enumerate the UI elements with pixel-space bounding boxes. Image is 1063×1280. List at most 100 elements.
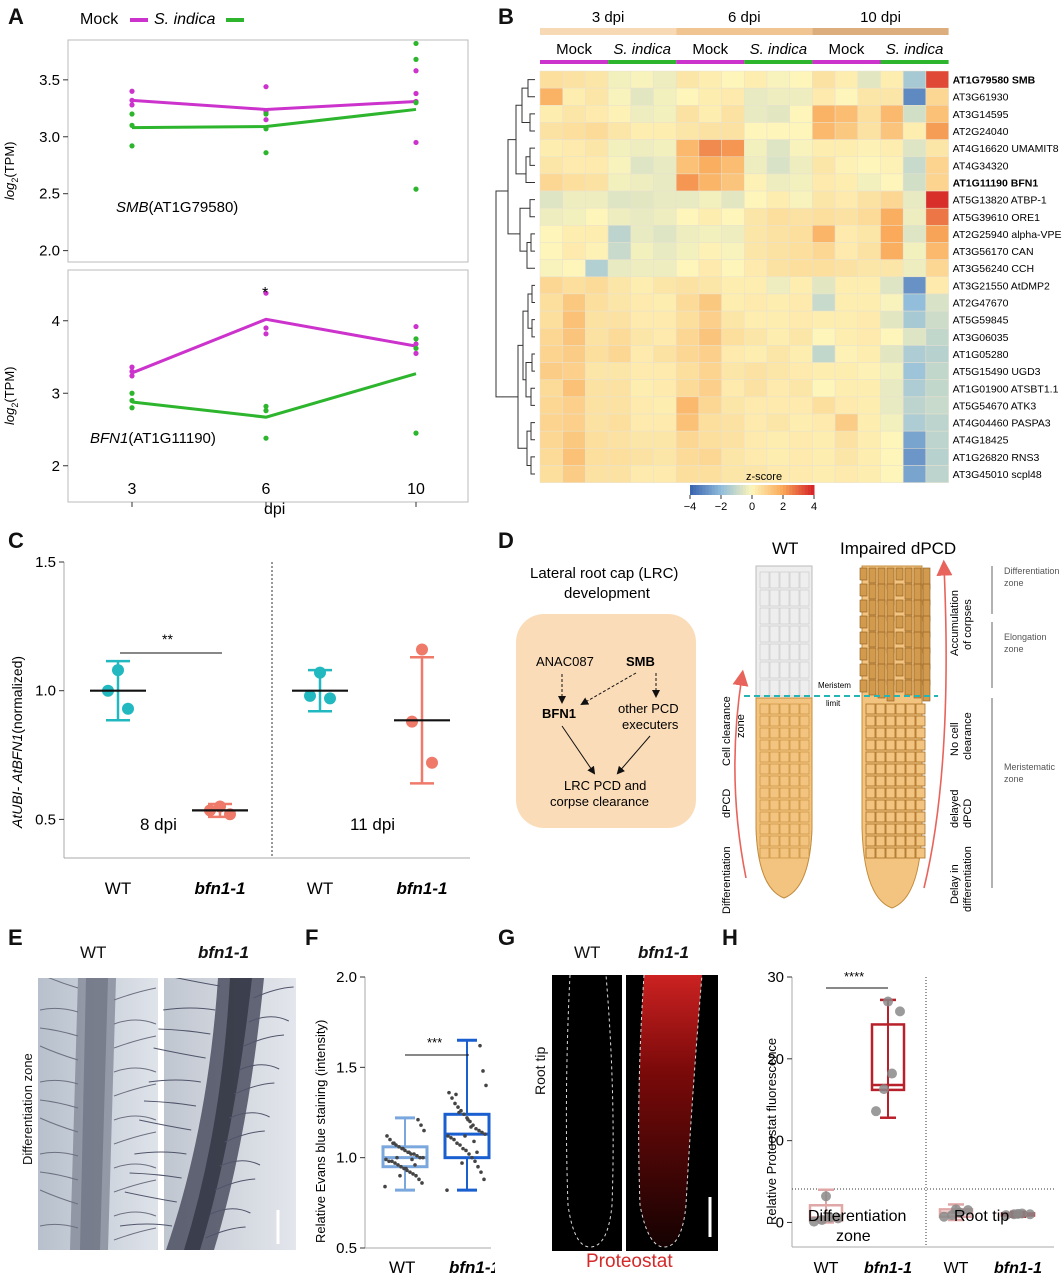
b-heatmap-cell	[925, 362, 949, 380]
d-wt-cell	[789, 739, 800, 751]
b-heatmap-cell	[925, 87, 949, 106]
a-point	[263, 408, 269, 414]
d-right-label-delayed1: delayed	[949, 789, 961, 828]
b-heatmap-cell	[562, 328, 586, 346]
b-heatmap-cell	[834, 328, 859, 346]
b-heatmap-cell	[562, 345, 586, 363]
a-series-line-sindica	[131, 372, 417, 419]
b-heatmap-cell	[585, 70, 609, 89]
b-heatmap-cell	[630, 207, 654, 226]
b-gene-label: AT1G11190 BFN1	[953, 177, 1039, 189]
b-heatmap-cell	[857, 430, 881, 449]
b-group-bar	[676, 60, 745, 64]
e-mut-root-hair	[234, 1082, 275, 1095]
e-mut-label: bfn1-1	[198, 943, 249, 962]
e-mut-root-hair	[153, 1047, 206, 1059]
b-heatmap-cell	[539, 379, 563, 398]
b-heatmap-cell	[675, 225, 700, 243]
b-heatmap-cell	[880, 173, 904, 192]
e-mut-root-hair	[224, 1130, 265, 1143]
b-heatmap-cell	[607, 105, 632, 123]
e-wt-root-hair	[113, 1083, 157, 1097]
a-point	[129, 397, 135, 404]
b-heatmap-cell	[902, 87, 927, 106]
b-heatmap-cell	[880, 259, 904, 278]
b-heatmap-cell	[925, 430, 949, 449]
b-heatmap-cell	[834, 242, 859, 260]
b-heatmap-cell	[857, 225, 881, 243]
b-heatmap-cell	[925, 190, 949, 209]
e-wt-root-hair	[113, 1179, 157, 1193]
b-heatmap-cell	[653, 87, 677, 106]
b-gene-label: AT4G18425	[953, 435, 1009, 447]
panel-e: WT bfn1-1 Differentiation zone	[0, 925, 300, 1280]
f-point	[384, 1157, 388, 1162]
b-group-label: S. indica	[750, 41, 808, 58]
d-wt-corpse-cell	[769, 661, 780, 679]
d-wt-cell	[769, 751, 780, 763]
b-heatmap-cell	[607, 259, 632, 278]
d-imp-cell	[865, 835, 876, 847]
b-heatmap-cell	[812, 362, 836, 380]
d-wt-corpse-cell	[789, 607, 800, 625]
b-heatmap-cell	[834, 448, 859, 466]
b-heatmap-cell	[562, 310, 586, 329]
d-wt-cell	[759, 835, 770, 847]
b-heatmap-cell	[721, 259, 745, 278]
d-imp-cell	[915, 799, 926, 811]
f-point	[408, 1170, 412, 1174]
b-heatmap-cell	[744, 105, 768, 123]
b-heatmap-cell	[721, 362, 745, 380]
b-heatmap-cell	[539, 310, 563, 329]
h-xlabel: WT	[814, 1260, 839, 1277]
b-heatmap-cell	[789, 276, 813, 295]
b-colorbar-tick-label: −4	[684, 501, 697, 513]
b-heatmap-cell	[766, 242, 790, 260]
b-heatmap-cell	[539, 70, 563, 89]
b-heatmap-cell	[766, 293, 790, 312]
b-heatmap-cell	[721, 122, 745, 140]
d-left-label-zone: zone	[735, 714, 747, 738]
d-imp-cell	[865, 703, 876, 715]
d-wt-cell	[769, 811, 780, 823]
f-point	[420, 1181, 424, 1185]
a-xtick-label: 3	[128, 481, 137, 498]
b-gene-label: AT3G06035	[953, 332, 1009, 344]
d-imp-corpse	[868, 567, 877, 584]
d-wt-cell	[789, 835, 800, 847]
d-title-line1: Lateral root cap (LRC)	[530, 565, 678, 582]
d-imp-cell	[885, 715, 896, 727]
a-point	[263, 111, 269, 117]
d-wt-cell	[779, 847, 790, 859]
b-colorbar-step	[742, 485, 747, 495]
a-point	[413, 186, 419, 192]
d-wt-cell	[779, 727, 790, 739]
b-heatmap-cell	[562, 139, 586, 158]
d-imp-cell	[915, 811, 926, 823]
b-heatmap-cell	[675, 310, 700, 329]
b-heatmap-cell	[607, 310, 632, 329]
b-dendrogram-branch	[521, 87, 530, 123]
e-wt-label: WT	[80, 943, 107, 962]
e-mut-root-hair	[139, 1119, 192, 1131]
e-mut-root-hair	[253, 986, 294, 999]
b-heatmap-cell	[880, 328, 904, 346]
b-heatmap-cell	[744, 413, 768, 432]
b-heatmap-cell	[744, 87, 768, 106]
d-meristem-label1: Meristem	[818, 681, 851, 690]
f-point	[467, 1152, 471, 1156]
b-gene-label: AT3G14595	[953, 109, 1009, 121]
d-imp-cell	[875, 799, 886, 811]
f-point	[446, 1134, 450, 1138]
b-heatmap-cell	[834, 190, 859, 209]
d-imp-corpse	[904, 567, 913, 584]
d-imp-cell	[895, 703, 906, 715]
b-heatmap-cell	[698, 310, 722, 329]
b-heatmap-cell	[630, 465, 654, 483]
d-imp-cell	[885, 811, 896, 823]
b-heatmap-cell	[721, 105, 745, 123]
d-wt-corpse-cell	[799, 643, 810, 661]
d-imp-cell	[895, 787, 906, 799]
b-heatmap-cell	[653, 156, 677, 175]
b-heatmap-cell	[653, 362, 677, 380]
